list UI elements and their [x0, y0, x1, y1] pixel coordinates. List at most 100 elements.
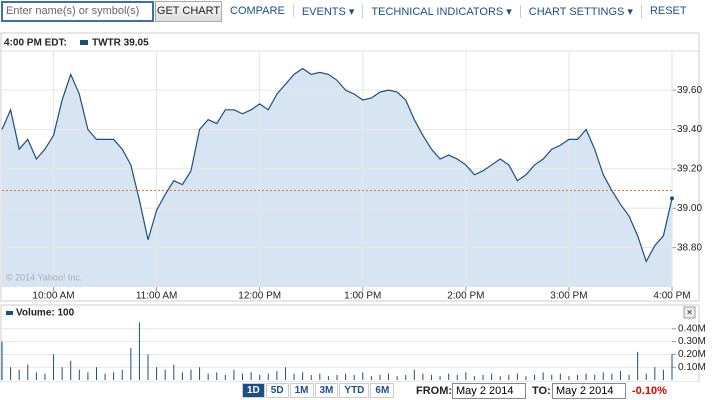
- volume-bar: [27, 364, 29, 380]
- volume-bar: [516, 373, 518, 380]
- volume-bar: [499, 376, 501, 380]
- range-buttons: 1D 5D 1M 3M YTD 6M: [242, 383, 395, 398]
- volume-bar: [216, 372, 218, 380]
- x-tick-label: 1:00 PM: [344, 291, 381, 302]
- volume-bar: [336, 374, 338, 380]
- volume-bar: [70, 360, 72, 380]
- get-chart-button[interactable]: GET CHART: [155, 1, 222, 22]
- range-button[interactable]: 1M: [289, 383, 314, 398]
- volume-bar: [242, 373, 244, 380]
- volume-bar: [473, 376, 475, 380]
- volume-bar: [276, 371, 278, 380]
- volume-bar: [190, 369, 192, 380]
- from-input[interactable]: May 2 2014: [452, 383, 526, 399]
- y-tick-label: 38.80: [677, 242, 702, 253]
- volume-bar: [207, 373, 209, 380]
- legend-swatch: [6, 311, 13, 315]
- volume-bar: [525, 376, 527, 380]
- range-button[interactable]: 3M: [314, 383, 339, 398]
- volume-bar: [654, 367, 656, 380]
- x-tick-label: 11:00 AM: [136, 291, 178, 302]
- volume-bar: [293, 373, 295, 380]
- volume-bar: [250, 372, 252, 380]
- legend-label: TWTR 39.05: [92, 38, 149, 49]
- volume-bar: [259, 374, 261, 380]
- y-tick-label: 39.20: [677, 164, 702, 175]
- volume-bar: [164, 369, 166, 380]
- change: -0.10%: [632, 385, 667, 397]
- volume-bar: [224, 374, 226, 380]
- volume-bar: [35, 372, 37, 380]
- range-button[interactable]: 5D: [265, 383, 289, 398]
- volume-bar: [156, 367, 158, 380]
- watermark: © 2014 Yahoo! Inc.: [6, 272, 82, 282]
- volume-bar: [482, 374, 484, 380]
- volume-bar: [267, 373, 269, 380]
- close-icon: ×: [687, 308, 693, 319]
- volume-bar: [662, 369, 664, 380]
- x-tick-label: 4:00 PM: [653, 291, 690, 302]
- volume-bar: [113, 372, 115, 380]
- volume-bar: [542, 372, 544, 380]
- volume-bar: [611, 373, 613, 380]
- y-tick-label: 39.60: [677, 85, 702, 96]
- x-tick-label: 12:00 PM: [238, 291, 281, 302]
- price-line: [1, 67, 673, 263]
- price-area: [2, 68, 672, 287]
- volume-bar: [430, 374, 432, 380]
- volume-bar: [396, 376, 398, 380]
- search-input[interactable]: Enter name(s) or symbol(s): [1, 1, 154, 22]
- volume-bar: [422, 373, 424, 380]
- volume-bar: [138, 322, 140, 380]
- volume-bar: [87, 372, 89, 380]
- volume-bar: [233, 369, 235, 380]
- volume-bar: [413, 369, 415, 380]
- range-button[interactable]: 1D: [242, 383, 265, 398]
- close-button[interactable]: [683, 306, 696, 319]
- volume-frame: [0, 304, 700, 382]
- volume-bar: [121, 369, 123, 380]
- y-tick-label: 0.30M: [678, 336, 706, 347]
- volume-bar: [327, 376, 329, 380]
- to-input[interactable]: May 2 2014: [552, 383, 626, 399]
- volume-bar: [448, 373, 450, 380]
- volume-bar: [585, 373, 587, 380]
- volume-bar: [602, 372, 604, 380]
- volume-bar: [405, 374, 407, 380]
- volume-title: Volume: 100: [16, 308, 75, 319]
- volume-bar: [44, 373, 46, 380]
- toolbar: Enter name(s) or symbol(s) GET CHART COM…: [0, 0, 712, 22]
- volume-bar: [130, 348, 132, 380]
- volume-bar: [173, 364, 175, 380]
- range-button[interactable]: YTD: [339, 383, 370, 398]
- volume-bar: [199, 367, 201, 380]
- menu-item[interactable]: CHART SETTINGS: [521, 4, 642, 18]
- volume-bar: [284, 367, 286, 380]
- menu: COMPAREEVENTSTECHNICAL INDICATORSCHART S…: [222, 0, 695, 22]
- volume-bar: [147, 354, 149, 380]
- volume-bar: [319, 373, 321, 380]
- y-tick-label: 0.20M: [678, 349, 706, 360]
- x-tick-label: 10:00 AM: [32, 291, 74, 302]
- legend-swatch: [80, 40, 88, 45]
- volume-bar: [95, 367, 97, 380]
- time-label: 4:00 PM EDT:: [4, 38, 67, 49]
- volume-bar: [362, 372, 364, 380]
- x-tick-label: 3:00 PM: [550, 291, 587, 302]
- volume-bar: [370, 376, 372, 380]
- y-tick-label: 0.10M: [678, 362, 706, 373]
- volume-bar: [508, 374, 510, 380]
- range-button[interactable]: 6M: [370, 383, 395, 398]
- volume-bar: [78, 369, 80, 380]
- price-frame: [0, 32, 700, 302]
- volume-bar: [637, 351, 639, 380]
- volume-bar: [577, 374, 579, 380]
- volume-bar: [465, 372, 467, 380]
- volume-bar: [302, 372, 304, 380]
- menu-item[interactable]: RESET: [649, 5, 687, 17]
- x-tick-label: 2:00 PM: [447, 291, 484, 302]
- y-tick-label: 39.40: [677, 124, 702, 135]
- volume-bar: [1, 341, 3, 380]
- volume-bar: [353, 374, 355, 380]
- chart: 4:00 PM EDT: TWTR 39.05 Volume: 100 × 38…: [0, 32, 706, 382]
